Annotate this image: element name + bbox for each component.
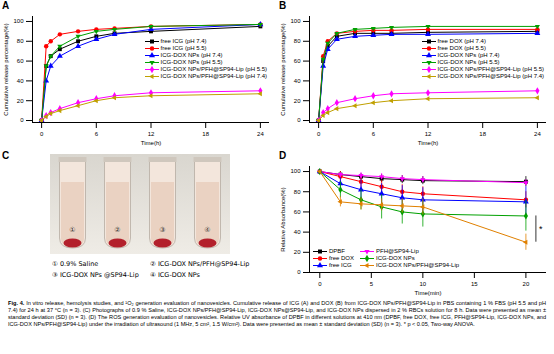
svg-text:18: 18 bbox=[479, 131, 486, 137]
html-text:B: B bbox=[279, 0, 287, 11]
svg-text:0: 0 bbox=[20, 117, 24, 123]
svg-text:40: 40 bbox=[294, 229, 301, 235]
svg-text:②: ② bbox=[114, 226, 120, 234]
svg-text:20: 20 bbox=[523, 281, 530, 287]
html-text:ICG-DOX NPs/PFH@SP94-Lip (pH 7: ICG-DOX NPs/PFH@SP94-Lip (pH 7.4) bbox=[160, 73, 267, 79]
svg-text:80: 80 bbox=[294, 189, 301, 195]
html-text:DPBF: DPBF bbox=[329, 248, 345, 254]
svg-text:40: 40 bbox=[294, 78, 301, 84]
svg-text:④: ④ bbox=[204, 226, 210, 234]
html-text:ICG-DOX NPs/PFH@SP94-Lip (pH 5: ICG-DOX NPs/PFH@SP94-Lip (pH 5.5) bbox=[160, 66, 267, 72]
svg-text:15: 15 bbox=[471, 281, 478, 287]
html-text:ICG-DOX NPs/PFH@SP94-Lip (pH 7: ICG-DOX NPs/PFH@SP94-Lip (pH 7.4) bbox=[437, 73, 544, 79]
svg-text:Time(h): Time(h) bbox=[141, 140, 161, 146]
svg-text:24: 24 bbox=[534, 131, 541, 137]
svg-text:100: 100 bbox=[290, 18, 301, 24]
svg-text:② ICG-DOX NPs/PFH@SP94-Lip: ② ICG-DOX NPs/PFH@SP94-Lip bbox=[150, 260, 249, 268]
html-text:D: D bbox=[279, 150, 287, 161]
html-text:ICG-DOX NPs (pH 7.4): ICG-DOX NPs (pH 7.4) bbox=[437, 52, 500, 58]
html-text:PFH@SP94-Lip: PFH@SP94-Lip bbox=[376, 248, 419, 254]
html-text:free ICG (pH 7.4): free ICG (pH 7.4) bbox=[160, 38, 207, 44]
html-text:ICG-DOX NPs/PFH@SP94-Lip: ICG-DOX NPs/PFH@SP94-Lip bbox=[376, 262, 460, 268]
svg-text:Cumulative release percentage(: Cumulative release percentage(%) bbox=[3, 23, 9, 115]
svg-text:6: 6 bbox=[372, 131, 376, 137]
svg-text:80: 80 bbox=[294, 38, 301, 44]
svg-text:*: * bbox=[539, 224, 543, 234]
svg-text:④ ICG-DOX NPs: ④ ICG-DOX NPs bbox=[150, 271, 201, 279]
svg-text:20: 20 bbox=[294, 249, 301, 255]
svg-text:60: 60 bbox=[294, 58, 301, 64]
svg-text:Time(h): Time(h) bbox=[418, 140, 438, 146]
html-text:ICG-DOX NPs (pH 5.5): ICG-DOX NPs (pH 5.5) bbox=[437, 59, 500, 65]
svg-text:Time(min): Time(min) bbox=[415, 290, 442, 296]
svg-text:60: 60 bbox=[294, 209, 301, 215]
svg-text:20: 20 bbox=[17, 98, 24, 104]
html-text:A: A bbox=[2, 0, 10, 11]
html-text:Fig. 4. In vitro release, hemo: Fig. 4. In vitro release, hemolysis stud… bbox=[8, 300, 546, 327]
html-text:free ICG: free ICG bbox=[329, 262, 352, 268]
svg-text:③ ICG-DOX NPs @SP94-Lip: ③ ICG-DOX NPs @SP94-Lip bbox=[52, 271, 139, 279]
html-text:ICG-DOX NPs (pH 7.4): ICG-DOX NPs (pH 7.4) bbox=[160, 52, 223, 58]
svg-text:12: 12 bbox=[425, 131, 432, 137]
svg-text:24: 24 bbox=[257, 131, 264, 137]
svg-text:③: ③ bbox=[159, 226, 165, 234]
svg-text:100: 100 bbox=[290, 168, 301, 174]
svg-text:0: 0 bbox=[317, 131, 321, 137]
html-text:ICG-DOX NPs: ICG-DOX NPs bbox=[376, 255, 415, 261]
svg-text:0: 0 bbox=[40, 131, 44, 137]
html-text:free DOX (pH 7.4): free DOX (pH 7.4) bbox=[437, 38, 486, 44]
html-text:free ICG (pH 5.5): free ICG (pH 5.5) bbox=[160, 45, 207, 51]
html-text:free DOX: free DOX bbox=[329, 255, 354, 261]
svg-text:0: 0 bbox=[318, 281, 322, 287]
svg-text:0: 0 bbox=[297, 269, 301, 275]
svg-text:40: 40 bbox=[17, 78, 24, 84]
svg-text:80: 80 bbox=[17, 38, 24, 44]
html-text:ICG-DOX NPs (pH 5.5): ICG-DOX NPs (pH 5.5) bbox=[160, 59, 223, 65]
svg-text:①: ① bbox=[69, 226, 75, 234]
svg-text:20: 20 bbox=[294, 98, 301, 104]
svg-text:① 0.9% Saline: ① 0.9% Saline bbox=[52, 260, 98, 268]
svg-text:0: 0 bbox=[297, 117, 301, 123]
svg-text:5: 5 bbox=[370, 281, 374, 287]
svg-text:6: 6 bbox=[95, 131, 99, 137]
svg-text:18: 18 bbox=[202, 131, 209, 137]
svg-text:Relative Absorbance(%): Relative Absorbance(%) bbox=[280, 187, 286, 251]
svg-text:100: 100 bbox=[13, 18, 24, 24]
html-text:free DOX (pH 5.5): free DOX (pH 5.5) bbox=[437, 45, 486, 51]
svg-text:Cumulative release percentage(: Cumulative release percentage(%) bbox=[280, 23, 286, 115]
html-text:ICG-DOX NPs/PFH@SP94-Lip (pH 5: ICG-DOX NPs/PFH@SP94-Lip (pH 5.5) bbox=[437, 66, 544, 72]
svg-text:12: 12 bbox=[148, 131, 155, 137]
html-text:C: C bbox=[2, 150, 10, 161]
svg-text:10: 10 bbox=[420, 281, 427, 287]
svg-text:60: 60 bbox=[17, 58, 24, 64]
